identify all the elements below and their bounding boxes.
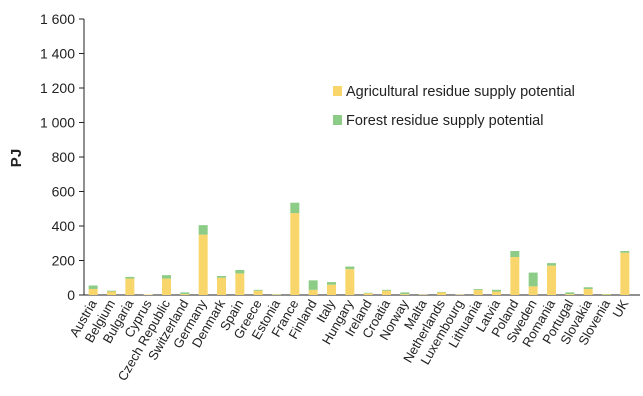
y-tick-label: 400 xyxy=(52,218,76,234)
bar-forest xyxy=(88,285,98,289)
bar-agricultural xyxy=(272,294,281,295)
y-tick-label: 200 xyxy=(52,253,76,269)
bar-forest xyxy=(437,291,446,293)
bar-forest xyxy=(217,276,226,278)
bar-agricultural xyxy=(162,278,171,295)
y-tick-label: 1 400 xyxy=(40,46,75,62)
bar-agricultural xyxy=(235,273,245,295)
axes xyxy=(83,19,640,296)
bar-agricultural xyxy=(583,288,593,295)
bar-forest xyxy=(253,289,263,291)
bar-forest xyxy=(473,288,483,290)
bar-forest xyxy=(583,287,593,289)
x-tick-label: UK xyxy=(609,297,631,320)
bar-forest xyxy=(602,293,611,295)
legend-swatch-forest xyxy=(333,115,342,125)
bar-forest xyxy=(125,276,135,279)
bar-agricultural xyxy=(125,278,135,295)
bar-forest xyxy=(327,282,336,285)
y-axis-title: PJ xyxy=(8,149,25,167)
bar-agricultural xyxy=(143,294,153,295)
legend: Agricultural residue supply potential For… xyxy=(333,84,575,129)
bar-forest xyxy=(107,290,116,292)
bar-forest xyxy=(345,266,355,270)
bar-agricultural xyxy=(547,265,556,295)
bar-agricultural xyxy=(198,234,208,296)
bar-agricultural xyxy=(345,269,355,296)
bar-forest xyxy=(565,292,575,295)
bar-agricultural xyxy=(382,290,391,295)
legend-label-agricultural: Agricultural residue supply potential xyxy=(346,84,575,100)
y-tick-label: 600 xyxy=(52,184,76,200)
y-tick-label: 1 200 xyxy=(40,80,75,96)
bar-agricultural xyxy=(492,291,501,295)
bar-agricultural xyxy=(363,293,373,295)
bar-forest xyxy=(308,280,318,290)
bar-forest xyxy=(382,289,391,291)
legend-label-forest: Forest residue supply potential xyxy=(346,113,543,129)
bar-forest xyxy=(620,251,630,253)
bar-agricultural xyxy=(620,252,630,295)
bar-agricultural xyxy=(88,288,98,295)
bar-agricultural xyxy=(180,294,190,295)
bar-forest xyxy=(492,289,501,292)
bar-forest xyxy=(547,263,556,266)
bar-forest xyxy=(198,225,208,235)
legend-swatch-agricultural xyxy=(333,86,342,96)
bar-forest xyxy=(363,292,373,294)
bar-agricultural xyxy=(217,277,226,295)
y-tick-label: 800 xyxy=(52,149,76,165)
bar-agricultural xyxy=(290,213,300,295)
bars xyxy=(88,202,630,296)
bar-forest xyxy=(400,292,410,295)
bar-agricultural xyxy=(437,292,446,295)
bar-agricultural xyxy=(528,286,538,296)
bar-agricultural xyxy=(308,289,318,295)
y-tick-label: 1 000 xyxy=(40,115,75,131)
bar-agricultural xyxy=(602,294,611,295)
bar-agricultural xyxy=(510,257,520,295)
y-ticks: 0 200 400 600 800 1 000 1 200 1 400 1 600 xyxy=(40,11,84,303)
bar-forest xyxy=(510,251,520,258)
y-tick-label: 1 600 xyxy=(40,11,75,27)
bar-agricultural xyxy=(565,294,575,295)
bar-agricultural xyxy=(253,290,263,295)
bar-agricultural xyxy=(400,294,410,295)
bar-forest xyxy=(180,292,190,295)
bar-agricultural xyxy=(473,289,483,295)
bar-forest xyxy=(528,272,538,287)
bar-forest xyxy=(235,269,245,274)
y-tick-label: 0 xyxy=(67,287,75,303)
bar-forest xyxy=(290,202,300,214)
bar-agricultural xyxy=(107,291,116,295)
bar-forest xyxy=(162,275,171,279)
bar-agricultural xyxy=(327,284,336,295)
